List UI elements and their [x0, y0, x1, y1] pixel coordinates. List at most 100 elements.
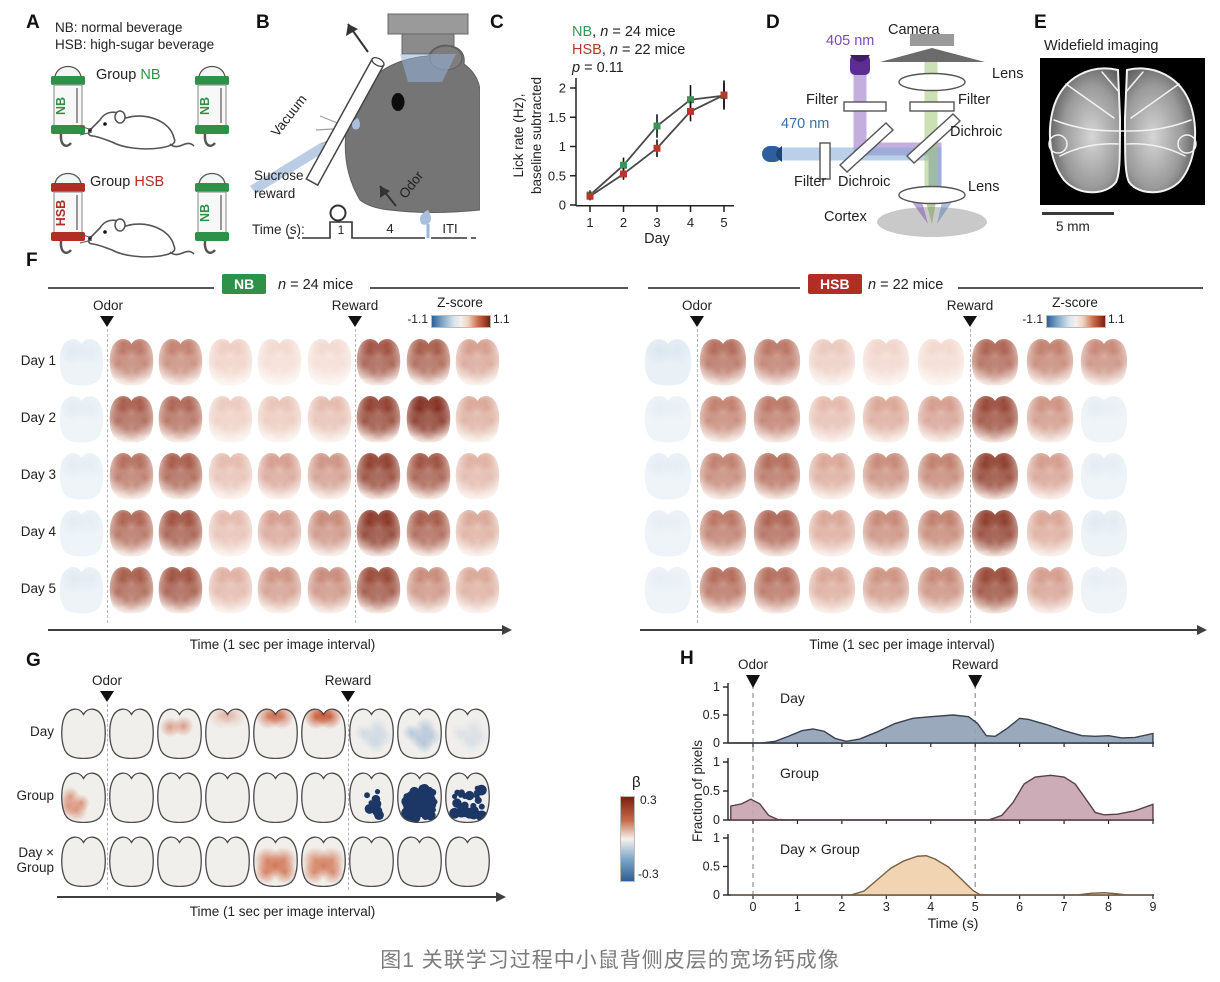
- filter-right-label: Filter: [958, 92, 991, 108]
- cortex-label: Cortex: [824, 209, 867, 225]
- brain-map: [256, 450, 303, 500]
- brain-map: [643, 393, 693, 443]
- beta-brain-map: [60, 770, 107, 823]
- beta-brain-map: [348, 834, 395, 887]
- f-nb-zmin: -1.1: [407, 312, 428, 326]
- brain-map: [404, 336, 452, 386]
- beta-brain-map: [444, 834, 491, 887]
- camera-label: Camera: [888, 22, 940, 38]
- brain-map: [861, 393, 911, 443]
- svg-text:Reward: Reward: [952, 657, 999, 672]
- brain-map: [206, 564, 254, 614]
- brain-map: [305, 507, 353, 557]
- beta-brain-map: [108, 834, 155, 887]
- svg-text:0: 0: [713, 813, 720, 827]
- brain-map: [1024, 393, 1075, 443]
- panel-f-label: F: [26, 250, 38, 271]
- brain-map: [806, 564, 857, 614]
- panel-g-label: G: [26, 650, 41, 671]
- legend-hsb: HSB, n = 22 mice: [572, 42, 686, 58]
- lens-bottom-label: Lens: [968, 179, 1000, 195]
- beta-brain-map: [252, 770, 299, 823]
- f-day-label: Day 4: [20, 524, 56, 539]
- brain-map: [915, 393, 966, 443]
- beta-min: -0.3: [638, 867, 659, 881]
- brain-map: [1079, 393, 1129, 443]
- brain-map: [355, 393, 402, 443]
- fraction-of-pixels-chart: Odor Reward 0 0.5 1 Day 0 0.5 1 Group 0 0.5 1 Day × G…: [690, 657, 1156, 931]
- g-row-label-group: Group: [16, 788, 54, 803]
- svg-text:1: 1: [713, 680, 720, 694]
- brain-map: [305, 336, 353, 386]
- brain-map: [643, 564, 693, 614]
- p-value: p = 0.11: [572, 60, 624, 76]
- brain-map: [256, 336, 303, 386]
- brain-map: [806, 450, 857, 500]
- brain-map: [1024, 450, 1075, 500]
- scale-bar: [1042, 212, 1114, 215]
- svg-text:1: 1: [559, 139, 566, 154]
- brain-map: [697, 393, 748, 443]
- widefield-image: [1040, 58, 1205, 205]
- f-nb-zscore-title: Z-score: [437, 295, 483, 310]
- f-nb-time-arrow: [48, 624, 512, 635]
- f-nb-odor-label: Odor: [92, 298, 123, 313]
- g-reward-label: Reward: [324, 673, 372, 688]
- group-nb-label: Group NB: [96, 67, 161, 83]
- dichroic-right-label: Dichroic: [950, 124, 1003, 140]
- widefield-title: Widefield imaging: [1044, 38, 1159, 54]
- brain-map: [806, 336, 857, 386]
- brain-map: [404, 507, 452, 557]
- brain-map: [157, 393, 204, 443]
- beta-colorbar: [620, 796, 635, 882]
- brain-map: [1024, 336, 1075, 386]
- f-hsb-reward-marker: [963, 316, 977, 327]
- scale-bar-label: 5 mm: [1056, 219, 1090, 234]
- beta-brain-map: [396, 834, 443, 887]
- svg-text:0.5: 0.5: [703, 784, 720, 798]
- brain-map: [107, 450, 155, 500]
- brain-map: [107, 393, 155, 443]
- svg-text:1: 1: [713, 831, 720, 845]
- beta-brain-map: [396, 706, 443, 759]
- brain-map: [915, 564, 966, 614]
- beta-brain-map: [108, 770, 155, 823]
- svg-text:1: 1: [338, 223, 345, 237]
- brain-map: [355, 564, 402, 614]
- svg-text:4: 4: [927, 900, 934, 914]
- brain-map: [107, 507, 155, 557]
- beta-brain-map: [156, 770, 203, 823]
- lick-rate-chart: 0 0.5 1 1.5 2 1 2 3 4 5 Day: [548, 78, 734, 247]
- g-time-label: Time (1 sec per image interval): [189, 904, 376, 919]
- brain-map: [305, 393, 353, 443]
- beta-brain-map: [300, 706, 347, 759]
- brain-map: [752, 507, 802, 557]
- brain-map: [970, 393, 1020, 443]
- brain-map: [454, 507, 501, 557]
- svg-text:Group: Group: [780, 765, 819, 781]
- brain-map: [256, 393, 303, 443]
- beta-brain-map: [300, 834, 347, 887]
- svg-text:0: 0: [713, 736, 720, 750]
- brain-map: [643, 450, 693, 500]
- svg-text:0: 0: [750, 900, 757, 914]
- beta-brain-map: [156, 834, 203, 887]
- hsb-definition: HSB: high-sugar beverage: [55, 37, 215, 52]
- svg-text:2: 2: [838, 900, 845, 914]
- f-hsb-zscore-title: Z-score: [1052, 295, 1098, 310]
- f-hsb-time-arrow: [640, 624, 1207, 635]
- f-day-label: Day 3: [20, 467, 56, 482]
- f-nb-zscore-colorbar: [431, 315, 491, 328]
- svg-text:NB: NB: [198, 204, 212, 222]
- brain-map: [454, 393, 501, 443]
- beta-brain-map: [60, 706, 107, 759]
- g-time-arrow: [57, 891, 506, 902]
- svg-text:8: 8: [1105, 900, 1112, 914]
- brain-map: [915, 450, 966, 500]
- svg-text:0: 0: [713, 888, 720, 902]
- svg-text:NB: NB: [198, 97, 212, 115]
- brain-map: [1024, 564, 1075, 614]
- beta-brain-map: [300, 770, 347, 823]
- 405nm-label: 405 nm: [826, 33, 875, 49]
- brain-map: [157, 450, 204, 500]
